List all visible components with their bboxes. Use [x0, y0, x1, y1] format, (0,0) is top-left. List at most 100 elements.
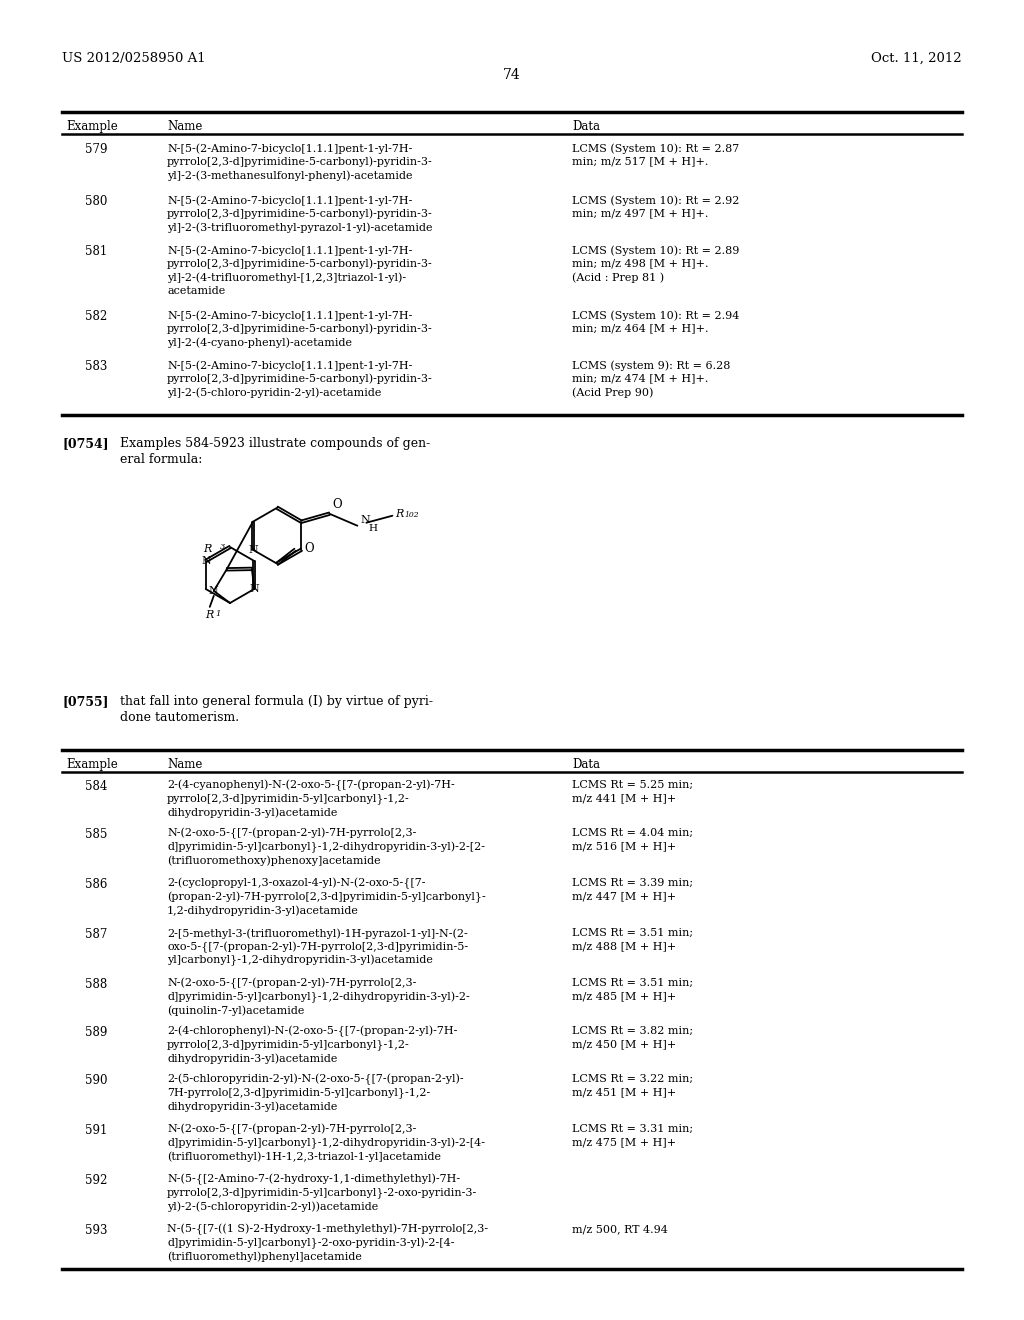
Text: (quinolin-7-yl)acetamide: (quinolin-7-yl)acetamide [167, 1005, 304, 1015]
Text: d]pyrimidin-5-yl]carbonyl}-1,2-dihydropyridin-3-yl)-2-[2-: d]pyrimidin-5-yl]carbonyl}-1,2-dihydropy… [167, 842, 485, 853]
Text: yl]-2-(3-trifluoromethyl-pyrazol-1-yl)-acetamide: yl]-2-(3-trifluoromethyl-pyrazol-1-yl)-a… [167, 222, 432, 232]
Text: 2-(5-chloropyridin-2-yl)-N-(2-oxo-5-{[7-(propan-2-yl)-: 2-(5-chloropyridin-2-yl)-N-(2-oxo-5-{[7-… [167, 1074, 464, 1085]
Text: N-[5-(2-Amino-7-bicyclo[1.1.1]pent-1-yl-7H-: N-[5-(2-Amino-7-bicyclo[1.1.1]pent-1-yl-… [167, 246, 413, 256]
Text: LCMS Rt = 3.22 min;: LCMS Rt = 3.22 min; [572, 1074, 693, 1084]
Text: min; m/z 464 [M + H]+.: min; m/z 464 [M + H]+. [572, 323, 709, 334]
Text: 587: 587 [85, 928, 108, 941]
Text: pyrrolo[2,3-d]pyrimidine-5-carbonyl)-pyridin-3-: pyrrolo[2,3-d]pyrimidine-5-carbonyl)-pyr… [167, 157, 433, 168]
Text: Example: Example [66, 120, 118, 133]
Text: d]pyrimidin-5-yl]carbonyl}-1,2-dihydropyridin-3-yl)-2-: d]pyrimidin-5-yl]carbonyl}-1,2-dihydropy… [167, 991, 470, 1003]
Text: d]pyrimidin-5-yl]carbonyl}-1,2-dihydropyridin-3-yl)-2-[4-: d]pyrimidin-5-yl]carbonyl}-1,2-dihydropy… [167, 1138, 485, 1148]
Text: 2-(4-cyanophenyl)-N-(2-oxo-5-{[7-(propan-2-yl)-7H-: 2-(4-cyanophenyl)-N-(2-oxo-5-{[7-(propan… [167, 780, 455, 792]
Text: 102: 102 [404, 511, 419, 519]
Text: yl]-2-(5-chloro-pyridin-2-yl)-acetamide: yl]-2-(5-chloro-pyridin-2-yl)-acetamide [167, 387, 381, 397]
Text: 581: 581 [85, 246, 108, 257]
Text: Data: Data [572, 758, 600, 771]
Text: 592: 592 [85, 1173, 108, 1187]
Text: pyrrolo[2,3-d]pyrimidine-5-carbonyl)-pyridin-3-: pyrrolo[2,3-d]pyrimidine-5-carbonyl)-pyr… [167, 323, 433, 334]
Text: dihydropyridin-3-yl)acetamide: dihydropyridin-3-yl)acetamide [167, 1053, 337, 1064]
Text: R: R [206, 610, 214, 620]
Text: LCMS Rt = 4.04 min;: LCMS Rt = 4.04 min; [572, 828, 693, 838]
Text: N-(5-{[7-((1 S)-2-Hydroxy-1-methylethyl)-7H-pyrrolo[2,3-: N-(5-{[7-((1 S)-2-Hydroxy-1-methylethyl)… [167, 1224, 488, 1236]
Text: N: N [202, 556, 212, 566]
Text: 584: 584 [85, 780, 108, 793]
Text: m/z 485 [M + H]+: m/z 485 [M + H]+ [572, 991, 676, 1002]
Text: 586: 586 [85, 878, 108, 891]
Text: N-[5-(2-Amino-7-bicyclo[1.1.1]pent-1-yl-7H-: N-[5-(2-Amino-7-bicyclo[1.1.1]pent-1-yl-… [167, 360, 413, 371]
Text: m/z 488 [M + H]+: m/z 488 [M + H]+ [572, 941, 676, 952]
Text: 588: 588 [85, 978, 108, 991]
Text: O: O [333, 498, 342, 511]
Text: min; m/z 474 [M + H]+.: min; m/z 474 [M + H]+. [572, 374, 709, 384]
Text: LCMS Rt = 3.31 min;: LCMS Rt = 3.31 min; [572, 1125, 693, 1134]
Text: Oct. 11, 2012: Oct. 11, 2012 [871, 51, 962, 65]
Text: H: H [369, 524, 378, 533]
Text: O: O [304, 543, 313, 556]
Text: 590: 590 [85, 1074, 108, 1086]
Text: 7H-pyrrolo[2,3-d]pyrimidin-5-yl]carbonyl}-1,2-: 7H-pyrrolo[2,3-d]pyrimidin-5-yl]carbonyl… [167, 1088, 430, 1098]
Text: LCMS Rt = 3.39 min;: LCMS Rt = 3.39 min; [572, 878, 693, 888]
Text: acetamide: acetamide [167, 285, 225, 296]
Text: 579: 579 [85, 143, 108, 156]
Text: Data: Data [572, 120, 600, 133]
Text: 2-[5-methyl-3-(trifluoromethyl)-1H-pyrazol-1-yl]-N-(2-: 2-[5-methyl-3-(trifluoromethyl)-1H-pyraz… [167, 928, 468, 939]
Text: [0754]: [0754] [62, 437, 109, 450]
Text: LCMS Rt = 5.25 min;: LCMS Rt = 5.25 min; [572, 780, 693, 789]
Text: 580: 580 [85, 195, 108, 209]
Text: LCMS Rt = 3.51 min;: LCMS Rt = 3.51 min; [572, 978, 693, 987]
Text: Name: Name [167, 120, 203, 133]
Text: 585: 585 [85, 828, 108, 841]
Text: LCMS (System 10): Rt = 2.87: LCMS (System 10): Rt = 2.87 [572, 143, 739, 153]
Text: N: N [248, 545, 258, 554]
Text: LCMS (system 9): Rt = 6.28: LCMS (system 9): Rt = 6.28 [572, 360, 730, 371]
Text: pyrrolo[2,3-d]pyrimidine-5-carbonyl)-pyridin-3-: pyrrolo[2,3-d]pyrimidine-5-carbonyl)-pyr… [167, 259, 433, 269]
Text: dihydropyridin-3-yl)acetamide: dihydropyridin-3-yl)acetamide [167, 1101, 337, 1111]
Text: N: N [360, 515, 370, 525]
Text: min; m/z 497 [M + H]+.: min; m/z 497 [M + H]+. [572, 209, 709, 219]
Text: [0755]: [0755] [62, 696, 109, 708]
Text: Example: Example [66, 758, 118, 771]
Text: N-(5-{[2-Amino-7-(2-hydroxy-1,1-dimethylethyl)-7H-: N-(5-{[2-Amino-7-(2-hydroxy-1,1-dimethyl… [167, 1173, 460, 1185]
Text: that fall into general formula (I) by virtue of pyri-: that fall into general formula (I) by vi… [120, 696, 433, 708]
Text: 591: 591 [85, 1125, 108, 1137]
Text: 583: 583 [85, 360, 108, 374]
Text: 3: 3 [220, 543, 225, 550]
Text: m/z 451 [M + H]+: m/z 451 [M + H]+ [572, 1088, 676, 1097]
Text: 589: 589 [85, 1026, 108, 1039]
Text: pyrrolo[2,3-d]pyrimidine-5-carbonyl)-pyridin-3-: pyrrolo[2,3-d]pyrimidine-5-carbonyl)-pyr… [167, 209, 433, 219]
Text: m/z 450 [M + H]+: m/z 450 [M + H]+ [572, 1040, 676, 1049]
Text: yl]-2-(4-cyano-phenyl)-acetamide: yl]-2-(4-cyano-phenyl)-acetamide [167, 337, 352, 347]
Text: oxo-5-{[7-(propan-2-yl)-7H-pyrrolo[2,3-d]pyrimidin-5-: oxo-5-{[7-(propan-2-yl)-7H-pyrrolo[2,3-d… [167, 941, 468, 953]
Text: LCMS (System 10): Rt = 2.89: LCMS (System 10): Rt = 2.89 [572, 246, 739, 256]
Text: yl]carbonyl}-1,2-dihydropyridin-3-yl)acetamide: yl]carbonyl}-1,2-dihydropyridin-3-yl)ace… [167, 954, 433, 966]
Text: m/z 441 [M + H]+: m/z 441 [M + H]+ [572, 793, 676, 804]
Text: 582: 582 [85, 310, 108, 323]
Text: yl]-2-(3-methanesulfonyl-phenyl)-acetamide: yl]-2-(3-methanesulfonyl-phenyl)-acetami… [167, 170, 413, 181]
Text: N-(2-oxo-5-{[7-(propan-2-yl)-7H-pyrrolo[2,3-: N-(2-oxo-5-{[7-(propan-2-yl)-7H-pyrrolo[… [167, 978, 417, 990]
Text: (Acid : Prep 81 ): (Acid : Prep 81 ) [572, 272, 665, 282]
Text: 1: 1 [216, 610, 221, 618]
Text: N-[5-(2-Amino-7-bicyclo[1.1.1]pent-1-yl-7H-: N-[5-(2-Amino-7-bicyclo[1.1.1]pent-1-yl-… [167, 310, 413, 321]
Text: 1,2-dihydropyridin-3-yl)acetamide: 1,2-dihydropyridin-3-yl)acetamide [167, 906, 358, 916]
Text: N: N [209, 586, 219, 595]
Text: (trifluoromethyl)-1H-1,2,3-triazol-1-yl]acetamide: (trifluoromethyl)-1H-1,2,3-triazol-1-yl]… [167, 1151, 441, 1162]
Text: R: R [204, 544, 212, 554]
Text: R: R [395, 508, 403, 519]
Text: (trifluoromethyl)phenyl]acetamide: (trifluoromethyl)phenyl]acetamide [167, 1251, 361, 1262]
Text: m/z 500, RT 4.94: m/z 500, RT 4.94 [572, 1224, 668, 1234]
Text: LCMS (System 10): Rt = 2.94: LCMS (System 10): Rt = 2.94 [572, 310, 739, 321]
Text: LCMS (System 10): Rt = 2.92: LCMS (System 10): Rt = 2.92 [572, 195, 739, 206]
Text: yl]-2-(4-trifluoromethyl-[1,2,3]triazol-1-yl)-: yl]-2-(4-trifluoromethyl-[1,2,3]triazol-… [167, 272, 407, 282]
Text: 74: 74 [503, 69, 521, 82]
Text: (propan-2-yl)-7H-pyrrolo[2,3-d]pyrimidin-5-yl]carbonyl}-: (propan-2-yl)-7H-pyrrolo[2,3-d]pyrimidin… [167, 891, 485, 903]
Text: N-(2-oxo-5-{[7-(propan-2-yl)-7H-pyrrolo[2,3-: N-(2-oxo-5-{[7-(propan-2-yl)-7H-pyrrolo[… [167, 1125, 417, 1135]
Text: N-(2-oxo-5-{[7-(propan-2-yl)-7H-pyrrolo[2,3-: N-(2-oxo-5-{[7-(propan-2-yl)-7H-pyrrolo[… [167, 828, 417, 840]
Text: m/z 447 [M + H]+: m/z 447 [M + H]+ [572, 891, 676, 902]
Text: done tautomerism.: done tautomerism. [120, 711, 240, 723]
Text: (Acid Prep 90): (Acid Prep 90) [572, 387, 653, 397]
Text: m/z 516 [M + H]+: m/z 516 [M + H]+ [572, 842, 676, 851]
Text: min; m/z 517 [M + H]+.: min; m/z 517 [M + H]+. [572, 157, 709, 166]
Text: (trifluoromethoxy)phenoxy]acetamide: (trifluoromethoxy)phenoxy]acetamide [167, 855, 381, 866]
Text: Examples 584-5923 illustrate compounds of gen-: Examples 584-5923 illustrate compounds o… [120, 437, 430, 450]
Text: m/z 475 [M + H]+: m/z 475 [M + H]+ [572, 1138, 676, 1147]
